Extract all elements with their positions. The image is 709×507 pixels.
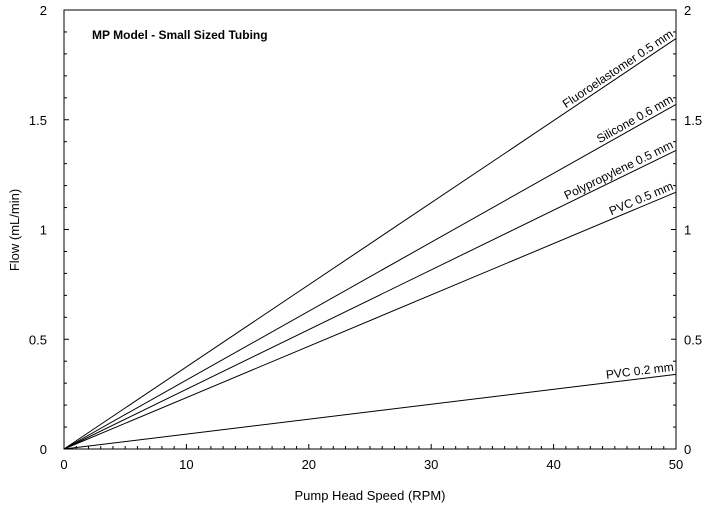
x-tick-label: 30 — [424, 457, 438, 472]
y-tick-label-left: 1 — [40, 223, 47, 238]
x-tick-label: 40 — [546, 457, 560, 472]
y-tick-label-right: 0 — [684, 442, 691, 457]
series-label: Silicone 0.6 mm — [594, 92, 675, 146]
y-axis-title: Flow (mL/min) — [7, 189, 22, 271]
plot-frame — [63, 9, 677, 450]
x-tick-label: 50 — [669, 457, 683, 472]
y-tick-label-right: 1.5 — [684, 113, 702, 128]
series-line — [63, 191, 677, 450]
x-tick-label: 0 — [60, 457, 67, 472]
series-lines — [63, 38, 677, 450]
y-tick-label-left: 1.5 — [29, 113, 47, 128]
series-label: PVC 0.5 mm — [607, 179, 675, 218]
chart-title: MP Model - Small Sized Tubing — [92, 28, 268, 42]
y-tick-label-right: 0.5 — [684, 332, 702, 347]
x-tick-label: 10 — [179, 457, 193, 472]
series-line — [63, 103, 677, 450]
series-line — [63, 150, 677, 450]
series-line — [63, 38, 677, 450]
series-line — [63, 373, 677, 450]
y-tick-label-left: 0 — [40, 442, 47, 457]
x-tick-label: 20 — [302, 457, 316, 472]
y-tick-label-right: 1 — [684, 223, 691, 238]
axis-ticks — [63, 9, 677, 450]
y-tick-label-left: 2 — [40, 3, 47, 18]
x-axis-title: Pump Head Speed (RPM) — [294, 488, 445, 503]
y-tick-label-right: 2 — [684, 3, 691, 18]
y-tick-label-left: 0.5 — [29, 332, 47, 347]
